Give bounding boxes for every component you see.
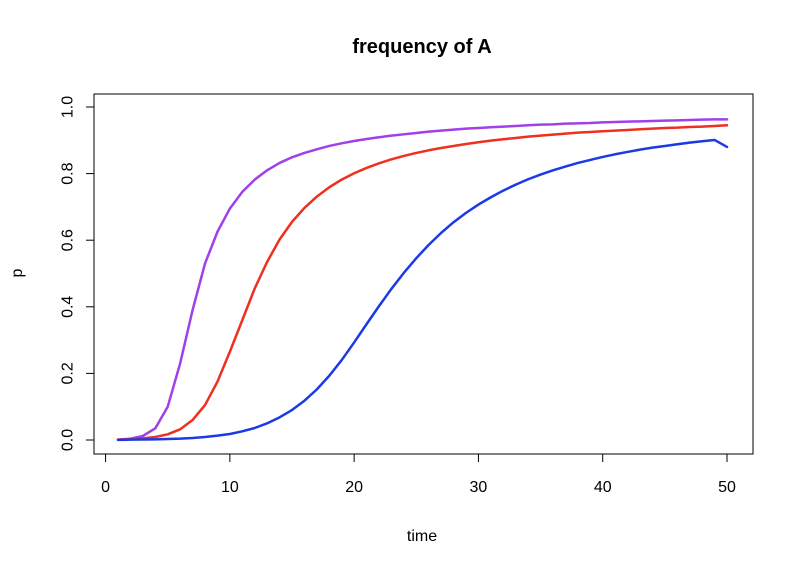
y-tick-label: 1.0 xyxy=(60,96,77,118)
y-tick-label: 0.4 xyxy=(60,296,77,318)
series-line-1 xyxy=(116,118,729,441)
x-axis-label: time xyxy=(407,528,437,545)
x-tick-label: 0 xyxy=(101,479,110,496)
x-tick-label: 40 xyxy=(594,479,612,496)
x-tick-label: 20 xyxy=(345,479,363,496)
y-tick-label: 0.2 xyxy=(60,362,77,384)
y-tick-label: 0.0 xyxy=(60,429,77,451)
y-tick-label: 0.6 xyxy=(60,229,77,251)
series-group xyxy=(116,118,729,442)
chart-title: frequency of A xyxy=(352,36,491,58)
x-axis: 0 10 20 30 40 50 xyxy=(101,453,736,496)
x-tick-label: 50 xyxy=(718,479,736,496)
y-axis-label: p xyxy=(9,268,26,277)
y-axis: 0.0 0.2 0.4 0.6 0.8 1.0 xyxy=(60,96,95,451)
series-line-2 xyxy=(116,124,729,441)
x-tick-label: 10 xyxy=(221,479,239,496)
y-tick-label: 0.8 xyxy=(60,162,77,184)
x-tick-label: 30 xyxy=(470,479,488,496)
series-line-3 xyxy=(116,138,729,442)
